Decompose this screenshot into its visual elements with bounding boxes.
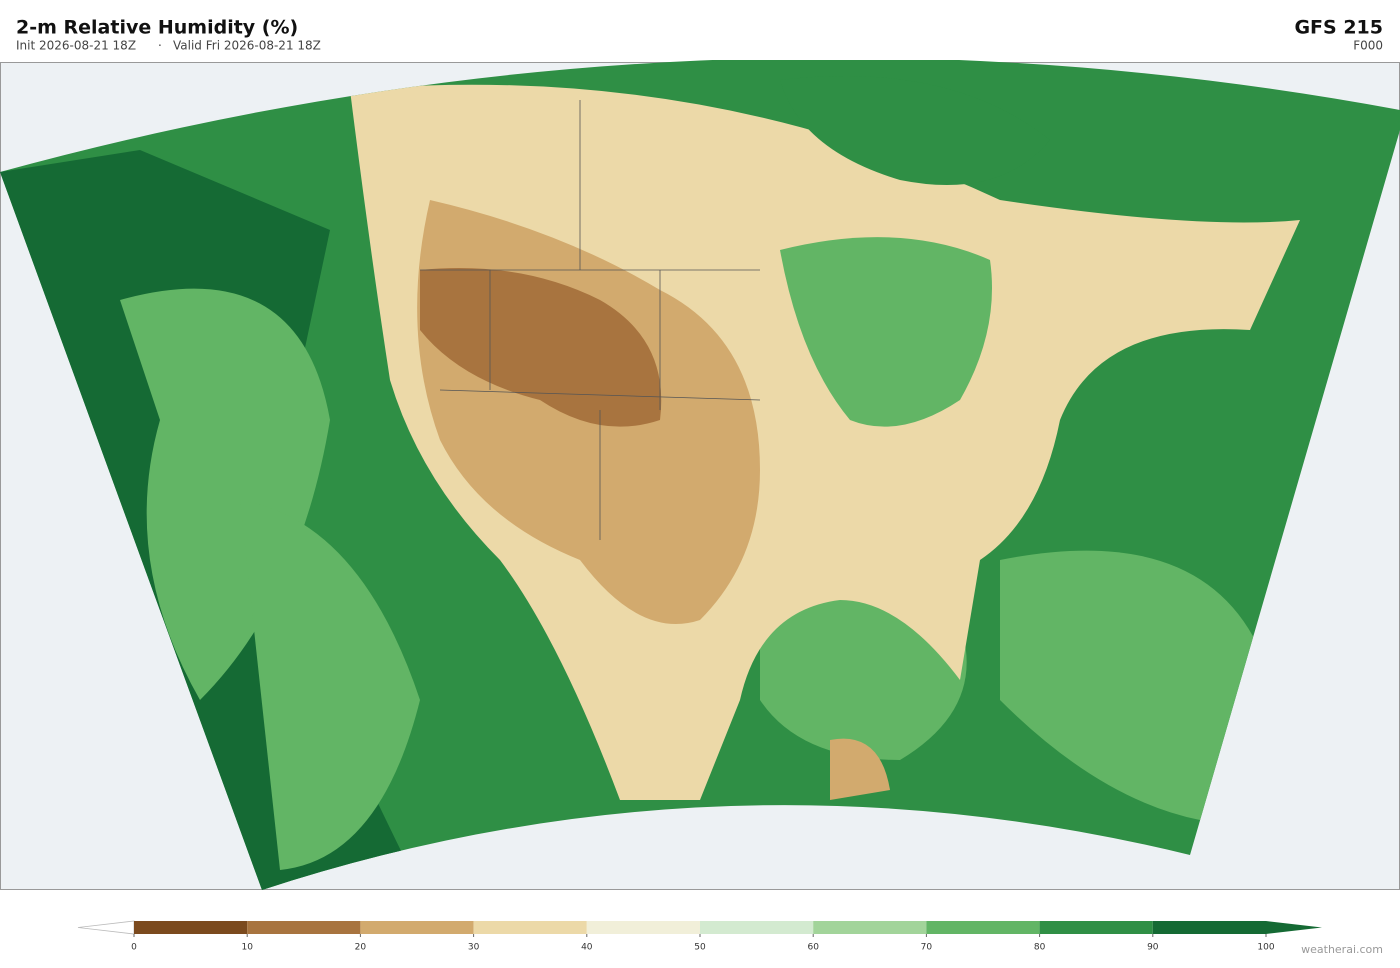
- colorbar-tick-label: 30: [468, 943, 480, 953]
- pacific-band: [120, 288, 330, 700]
- colorbar-bin: [1152, 921, 1266, 934]
- colorbar-bin: [134, 921, 248, 934]
- hudson-moist: [780, 76, 1050, 185]
- colorbar-bin: [360, 921, 474, 934]
- colorbar-bin: [700, 921, 814, 934]
- model-domain: [0, 60, 1400, 890]
- forecast-hour: F000: [1353, 39, 1383, 53]
- colorbar-under: [77, 920, 135, 935]
- colorbar-bin: [926, 921, 1040, 934]
- colorbar-tick-label: 50: [694, 943, 706, 953]
- atlantic-field: [1000, 550, 1260, 820]
- colorbar-tick-label: 10: [241, 943, 253, 953]
- colorbar: 0 10 20 30 40 50 60 70 80 90 100: [77, 920, 1322, 953]
- credit: weatherai.com: [1301, 943, 1383, 956]
- colorbar-tick-label: 0: [131, 943, 137, 953]
- great-lakes-moist: [780, 237, 992, 427]
- land-driest: [420, 268, 662, 427]
- model-name: GFS 215: [1294, 17, 1383, 39]
- init-time: Init 2026-08-21 18Z: [16, 39, 136, 53]
- colorbar-tick-label: 40: [581, 943, 593, 953]
- yucatan-dry: [830, 738, 890, 800]
- colorbar-bin: [247, 921, 361, 934]
- colorbar-tick-label: 80: [1034, 943, 1046, 953]
- colorbar-tick-label: 70: [921, 943, 933, 953]
- colorbar-tick-label: 100: [1257, 943, 1274, 953]
- state-borders: [420, 100, 761, 540]
- colorbar-tick-label: 20: [355, 943, 367, 953]
- colorbar-over: [1266, 921, 1322, 934]
- colorbar-tick-label: 90: [1147, 943, 1159, 953]
- colorbar-bin: [473, 921, 587, 934]
- colorbar-bin: [813, 921, 927, 934]
- map: [0, 60, 1400, 890]
- map-title: 2-m Relative Humidity (%): [16, 17, 298, 39]
- colorbar-bin: [586, 921, 700, 934]
- colorbar-tick-label: 60: [807, 943, 819, 953]
- pacific-band-2: [240, 500, 420, 870]
- valid-time: Valid Fri 2026-08-21 18Z: [173, 39, 321, 53]
- separator: ·: [158, 39, 162, 53]
- colorbar-bin: [1039, 921, 1153, 934]
